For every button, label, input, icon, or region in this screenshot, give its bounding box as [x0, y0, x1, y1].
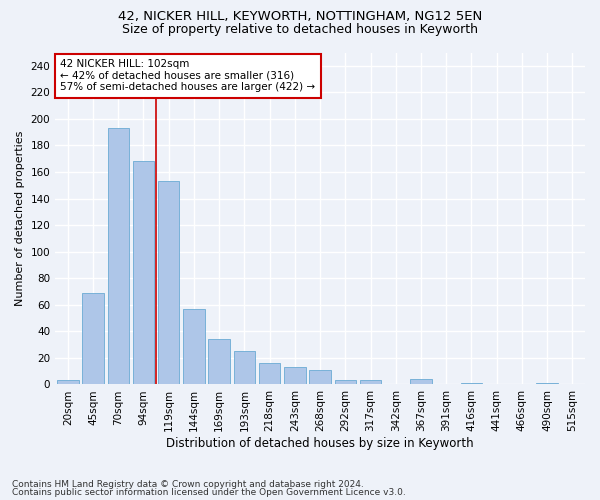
Bar — [360, 380, 381, 384]
X-axis label: Distribution of detached houses by size in Keyworth: Distribution of detached houses by size … — [166, 437, 474, 450]
Bar — [536, 383, 558, 384]
Bar — [107, 128, 129, 384]
Text: Contains public sector information licensed under the Open Government Licence v3: Contains public sector information licen… — [12, 488, 406, 497]
Text: 42, NICKER HILL, KEYWORTH, NOTTINGHAM, NG12 5EN: 42, NICKER HILL, KEYWORTH, NOTTINGHAM, N… — [118, 10, 482, 23]
Y-axis label: Number of detached properties: Number of detached properties — [15, 131, 25, 306]
Bar — [57, 380, 79, 384]
Bar — [461, 383, 482, 384]
Text: Contains HM Land Registry data © Crown copyright and database right 2024.: Contains HM Land Registry data © Crown c… — [12, 480, 364, 489]
Bar — [82, 293, 104, 384]
Bar — [310, 370, 331, 384]
Bar — [410, 379, 432, 384]
Bar — [158, 182, 179, 384]
Bar — [233, 352, 255, 384]
Text: 42 NICKER HILL: 102sqm
← 42% of detached houses are smaller (316)
57% of semi-de: 42 NICKER HILL: 102sqm ← 42% of detached… — [61, 59, 316, 92]
Bar — [183, 309, 205, 384]
Bar — [335, 380, 356, 384]
Bar — [208, 340, 230, 384]
Bar — [133, 162, 154, 384]
Text: Size of property relative to detached houses in Keyworth: Size of property relative to detached ho… — [122, 22, 478, 36]
Bar — [284, 367, 305, 384]
Bar — [259, 363, 280, 384]
